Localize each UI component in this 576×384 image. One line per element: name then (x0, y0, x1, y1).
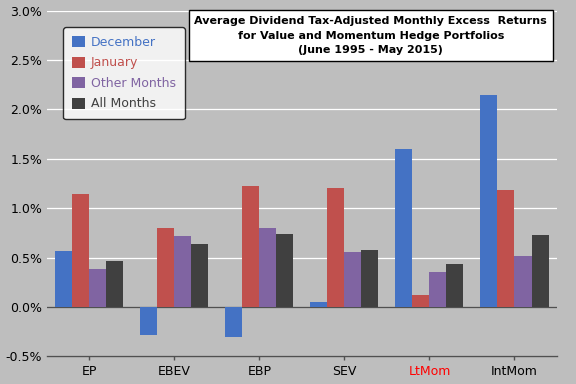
Bar (225, 307, 242, 337)
Legend: December, January, Other Months, All Months: December, January, Other Months, All Mon… (63, 27, 185, 119)
Bar (175, 236, 191, 307)
Bar (107, 261, 123, 307)
Bar (344, 252, 362, 307)
Bar (276, 234, 293, 307)
Bar (514, 256, 532, 307)
Bar (191, 244, 209, 307)
Bar (446, 263, 464, 307)
Bar (532, 235, 548, 307)
Bar (310, 302, 328, 307)
Bar (430, 272, 446, 307)
Bar (259, 228, 276, 307)
Bar (141, 307, 157, 335)
Bar (498, 190, 514, 307)
Text: Average Dividend Tax-Adjusted Monthly Excess  Returns
for Value and Momentum Hed: Average Dividend Tax-Adjusted Monthly Ex… (195, 16, 547, 55)
Bar (480, 94, 498, 307)
Bar (242, 187, 259, 307)
Bar (73, 194, 89, 307)
Bar (89, 270, 107, 307)
Bar (157, 228, 175, 307)
Bar (362, 250, 378, 307)
Bar (396, 149, 412, 307)
Bar (55, 251, 73, 307)
Bar (328, 189, 344, 307)
Bar (412, 295, 430, 307)
